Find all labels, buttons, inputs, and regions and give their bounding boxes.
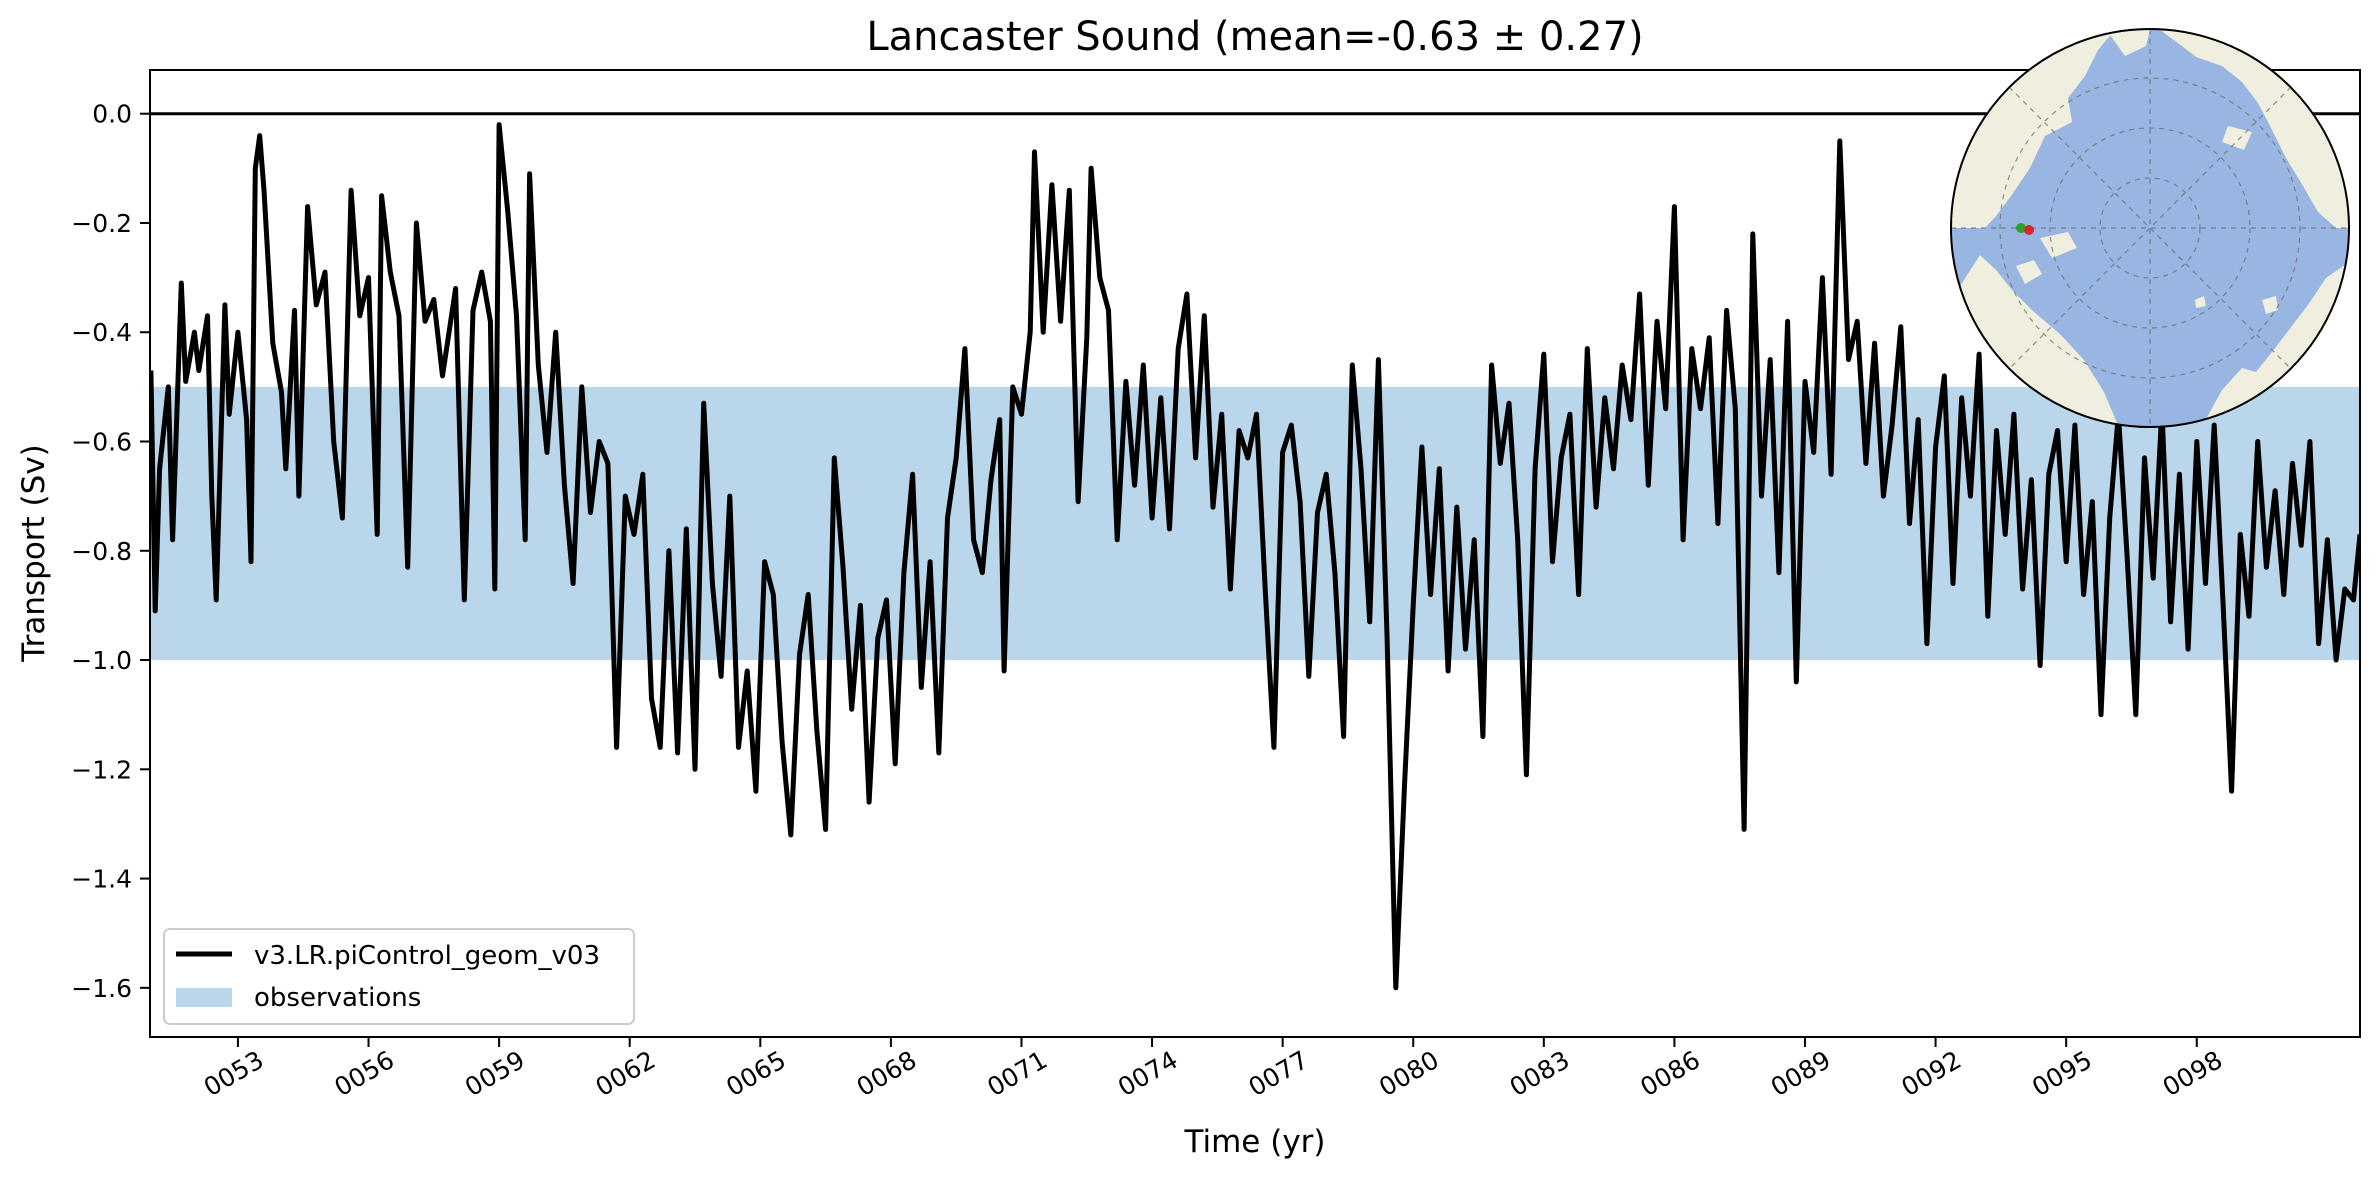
transport-series-line xyxy=(150,122,2360,991)
x-tick-label: 0059 xyxy=(460,1045,530,1102)
x-tick-label: 0068 xyxy=(852,1045,922,1102)
x-axis-label: Time (yr) xyxy=(1184,1124,1326,1160)
y-tick-label: −0.8 xyxy=(71,537,132,566)
y-tick-label: −1.6 xyxy=(71,974,132,1003)
y-axis: 0.0 −0.2 −0.4 −0.6 −0.8 −1.0 −1.2 −1.4 −1.6 xyxy=(71,100,150,1003)
x-tick-label: 0071 xyxy=(982,1045,1052,1102)
x-tick-label: 0083 xyxy=(1505,1045,1575,1102)
inset-map-gridlines xyxy=(1951,29,2349,427)
section-start-marker xyxy=(2016,223,2026,233)
x-tick-label: 0089 xyxy=(1766,1045,1836,1102)
inset-map-border xyxy=(1950,28,2350,428)
legend-patch-swatch xyxy=(176,988,232,1007)
x-tick-label: 0062 xyxy=(591,1045,661,1102)
plot-frame xyxy=(149,69,2361,1038)
chart-title: Lancaster Sound (mean=-0.63 ± 0.27) xyxy=(866,14,1643,60)
y-tick-label: −0.4 xyxy=(71,318,132,347)
x-tick-label: 0056 xyxy=(329,1045,399,1102)
y-tick-label: −0.6 xyxy=(71,428,132,457)
x-tick-label: 0095 xyxy=(2027,1045,2097,1102)
x-axis: 0053 0056 0059 0062 0065 0068 0071 0074 0077 0080… xyxy=(199,1037,2227,1102)
y-tick-label: 0.0 xyxy=(92,100,132,129)
y-tick-label: −1.4 xyxy=(71,865,132,894)
inset-map xyxy=(1950,28,2350,428)
section-end-marker xyxy=(2024,225,2034,235)
y-tick-label: −1.2 xyxy=(71,755,132,784)
x-tick-label: 0077 xyxy=(1244,1045,1314,1102)
x-tick-label: 0065 xyxy=(721,1045,791,1102)
x-tick-label: 0098 xyxy=(2158,1045,2228,1102)
legend-label-model: v3.LR.piControl_geom_v03 xyxy=(254,941,600,971)
legend-label-observations: observations xyxy=(254,983,421,1013)
x-tick-label: 0086 xyxy=(1635,1045,1705,1102)
y-axis-label: Transport (Sv) xyxy=(16,444,52,663)
x-tick-label: 0080 xyxy=(1374,1045,1444,1102)
x-tick-label: 0053 xyxy=(199,1045,269,1102)
legend: v3.LR.piControl_geom_v03 observations xyxy=(163,928,635,1025)
y-tick-label: −1.0 xyxy=(71,646,132,675)
y-tick-label: −0.2 xyxy=(71,209,132,238)
x-tick-label: 0074 xyxy=(1113,1045,1183,1102)
x-tick-label: 0092 xyxy=(1897,1045,1967,1102)
legend-box xyxy=(163,928,635,1025)
